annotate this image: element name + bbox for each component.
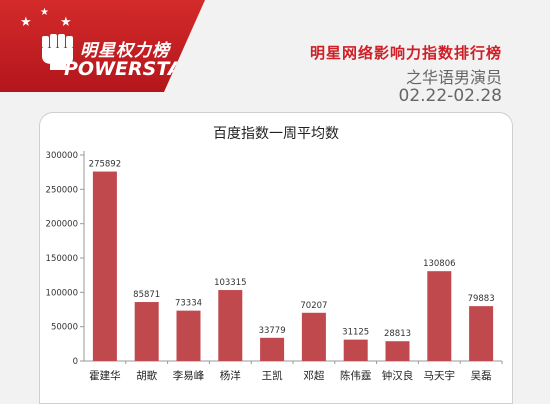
data-label: 73334	[175, 299, 202, 309]
y-tick-label: 150000	[46, 254, 78, 264]
y-tick-label: 50000	[51, 323, 78, 333]
x-tick-label: 钟汉良	[382, 369, 414, 382]
page-title: 明星网络影响力指数排行榜	[309, 44, 502, 62]
data-label: 33779	[259, 326, 286, 336]
data-label: 79883	[468, 294, 495, 304]
x-tick-label: 霍建华	[89, 369, 121, 382]
bar	[92, 171, 117, 361]
bar	[301, 312, 326, 361]
star-icon: ★	[40, 7, 49, 18]
bar	[385, 341, 410, 361]
brand-name-cn: 明星权力榜	[80, 41, 170, 61]
y-tick-label: 300000	[46, 151, 78, 161]
x-tick-label: 陈伟霆	[340, 369, 372, 382]
x-tick-label: 李易峰	[173, 369, 205, 382]
chart-title: 百度指数一周平均数	[213, 126, 339, 142]
x-tick-label: 杨洋	[220, 369, 241, 382]
star-icon: ★	[20, 15, 32, 30]
bar	[427, 271, 452, 361]
bar	[343, 339, 368, 361]
y-tick-label: 200000	[46, 220, 78, 230]
x-tick-label: 王凯	[262, 369, 283, 382]
data-label: 103315	[214, 278, 246, 288]
star-icon: ★	[60, 15, 72, 30]
brand-banner: ★ ★ ★ 明星权力榜 POWERSTAR	[0, 0, 205, 92]
data-label: 275892	[89, 160, 121, 170]
data-label: 70207	[300, 301, 327, 311]
fist-icon	[42, 34, 73, 70]
brand-name-en: POWERSTAR	[64, 58, 198, 80]
x-tick-label: 胡歌	[136, 369, 157, 382]
bar	[134, 302, 159, 361]
x-tick-label: 邓超	[303, 369, 324, 382]
x-tick-label: 马天宇	[424, 369, 456, 382]
bar	[260, 337, 285, 361]
data-label: 28813	[384, 329, 411, 339]
y-tick-label: 0	[73, 357, 78, 367]
data-label: 31125	[342, 328, 369, 338]
bar-chart: 0 50000 100000 150000 200000 250000 300000 2758…	[46, 151, 503, 382]
data-label: 130806	[423, 259, 455, 269]
chart-panel: 百度指数一周平均数 0 50000 100000 150000 200000 250000…	[39, 112, 513, 404]
data-label: 85871	[133, 290, 160, 300]
date-range: 02.22-02.28	[398, 86, 502, 106]
bar	[176, 310, 201, 361]
y-tick-label: 250000	[46, 185, 78, 195]
y-tick-label: 100000	[46, 288, 78, 298]
x-tick-label: 吴磊	[471, 370, 492, 382]
bar	[469, 306, 494, 361]
bar	[218, 290, 243, 361]
page-subtitle: 之华语男演员	[405, 68, 502, 87]
